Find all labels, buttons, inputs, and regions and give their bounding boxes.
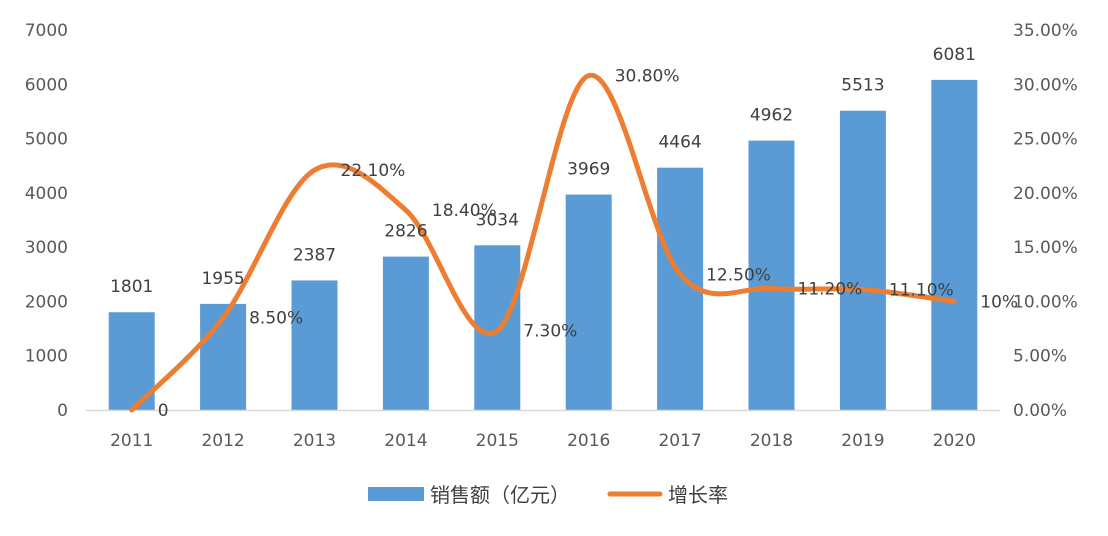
y-left-tick-label: 0 [57, 401, 68, 421]
y-left-tick-label: 6000 [25, 75, 68, 95]
bar [931, 79, 978, 410]
bar [291, 280, 338, 410]
y-left-tick-label: 7000 [25, 21, 68, 41]
line-data-label: 10% [980, 292, 1018, 312]
x-tick-label: 2016 [567, 431, 610, 451]
legend-swatch-bar [368, 487, 424, 501]
line-data-label: 0 [158, 401, 169, 421]
bar-data-label: 1955 [201, 269, 244, 289]
y-right-tick-label: 25.00% [1013, 130, 1078, 150]
bar [839, 110, 886, 411]
legend-label-line: 增长率 [668, 483, 728, 507]
bar [382, 256, 429, 410]
y-right-tick-label: 5.00% [1013, 347, 1067, 367]
bar [565, 194, 612, 410]
x-tick-label: 2018 [750, 431, 793, 451]
x-tick-label: 2017 [658, 431, 701, 451]
y-left-tick-label: 4000 [25, 184, 68, 204]
bar-data-label: 6081 [933, 45, 976, 65]
x-tick-label: 2015 [476, 431, 519, 451]
bar-data-label: 3969 [567, 160, 610, 180]
bar-data-label: 1801 [110, 277, 153, 297]
bar-data-label: 2826 [384, 222, 427, 242]
x-tick-label: 2019 [841, 431, 884, 451]
x-tick-label: 2014 [384, 431, 427, 451]
y-right-tick-label: 10.00% [1013, 292, 1078, 312]
line-data-label: 11.10% [889, 280, 954, 300]
line-data-label: 12.50% [706, 265, 771, 285]
x-tick-label: 2013 [293, 431, 336, 451]
y-left-tick-label: 1000 [25, 347, 68, 367]
growth-rate-line [129, 73, 957, 413]
y-left-tick-label: 2000 [25, 292, 68, 312]
line-data-label: 8.50% [249, 309, 303, 329]
line-data-label: 30.80% [615, 67, 680, 87]
line-data-label: 11.20% [798, 279, 863, 299]
y-left-tick-label: 5000 [25, 130, 68, 150]
y-right-tick-label: 15.00% [1013, 238, 1078, 258]
line-data-label: 22.10% [341, 161, 406, 181]
x-tick-label: 2012 [201, 431, 244, 451]
line-data-label: 18.40% [432, 201, 497, 221]
bar-data-label: 4962 [750, 106, 793, 126]
y-right-tick-label: 30.00% [1013, 75, 1078, 95]
x-tick-label: 2011 [110, 431, 153, 451]
bar-data-label: 4464 [658, 133, 701, 153]
y-left-tick-label: 3000 [25, 238, 68, 258]
bar-data-label: 2387 [293, 245, 336, 265]
y-right-tick-label: 0.00% [1013, 401, 1067, 421]
y-right-tick-label: 20.00% [1013, 184, 1078, 204]
bar-data-label: 5513 [841, 76, 884, 96]
y-right-tick-label: 35.00% [1013, 21, 1078, 41]
bar-data-label: 3034 [476, 210, 519, 230]
line-data-label: 7.30% [523, 322, 577, 342]
legend-label-bar: 销售额（亿元） [430, 483, 570, 507]
bar [748, 140, 795, 411]
x-tick-label: 2020 [933, 431, 976, 451]
